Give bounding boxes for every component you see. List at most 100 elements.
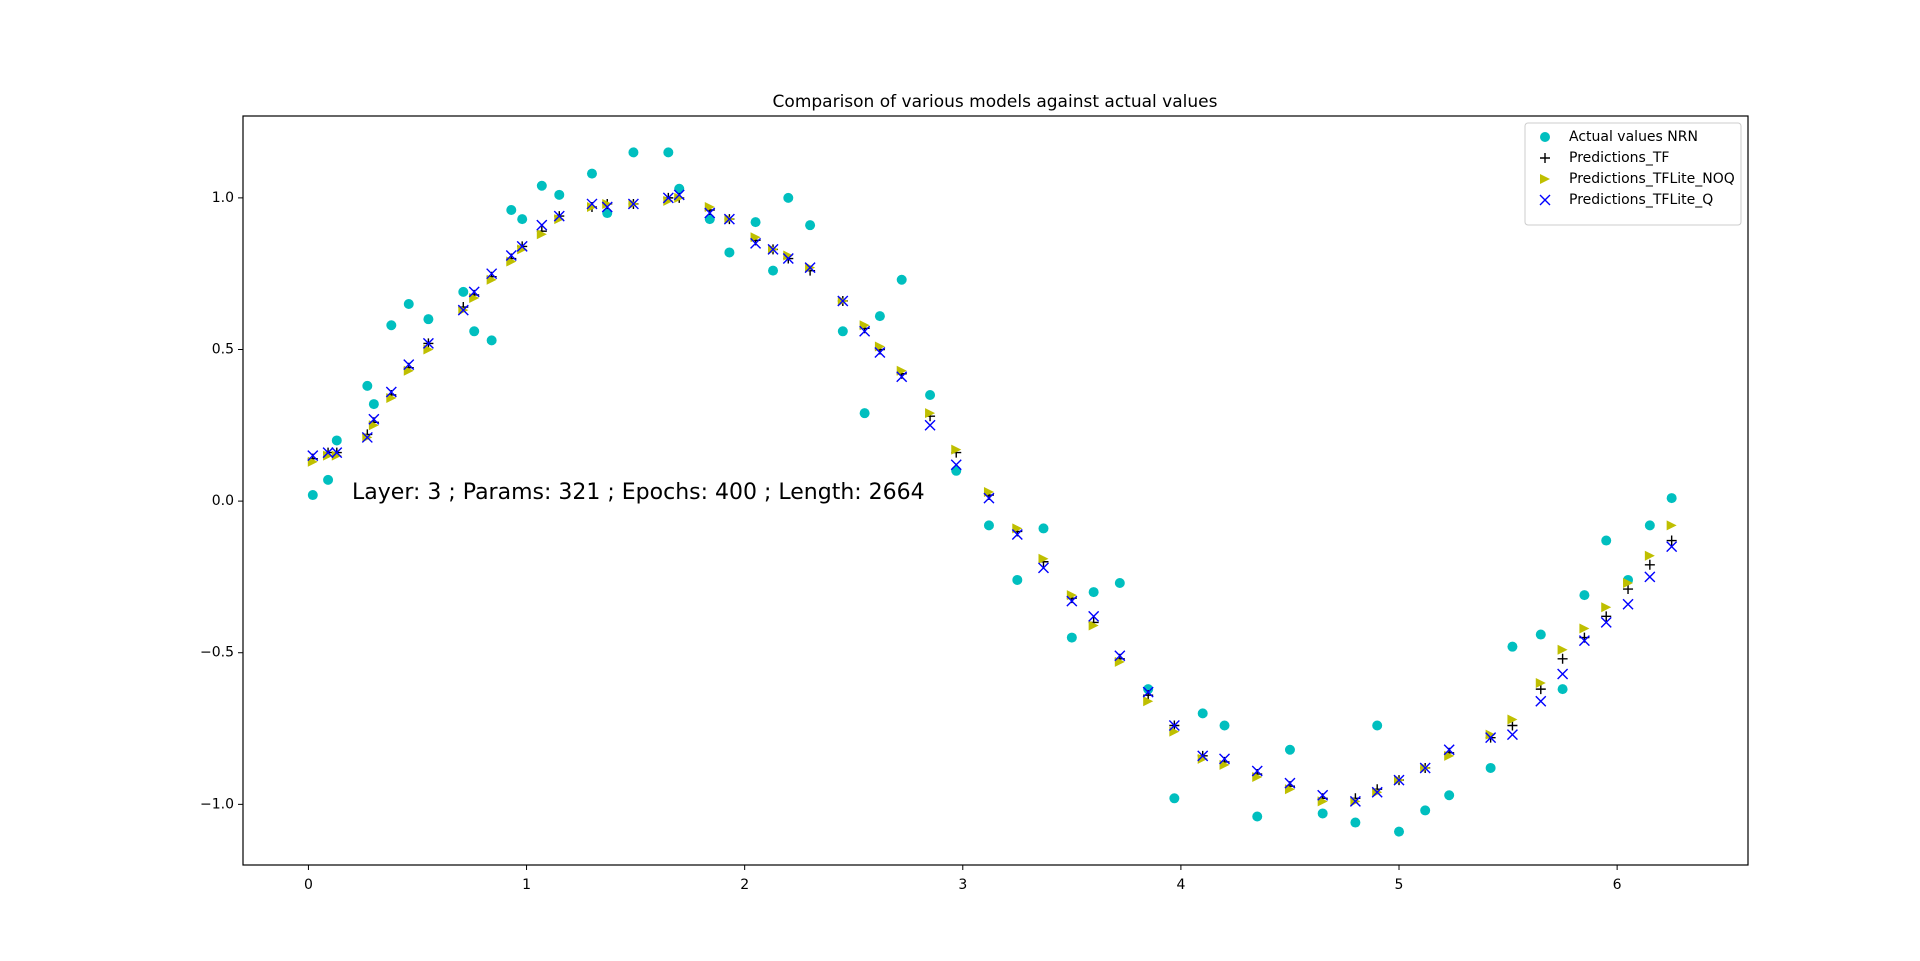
point: [628, 147, 639, 158]
point: [1507, 714, 1518, 725]
point: [704, 207, 716, 219]
point: [874, 311, 885, 322]
point: [1579, 590, 1590, 601]
point: [768, 265, 779, 276]
point: [663, 147, 674, 158]
point: [925, 389, 936, 400]
point: [896, 365, 907, 376]
point: [663, 195, 674, 206]
x-tick-label: 6: [1613, 877, 1622, 893]
point: [362, 380, 373, 391]
point: [458, 286, 469, 297]
point: [1219, 759, 1230, 770]
x-tick-label: 0: [304, 877, 313, 893]
point: [602, 208, 613, 219]
point: [586, 168, 597, 179]
point: [1284, 744, 1295, 755]
point: [506, 256, 517, 267]
legend-marker: [1540, 153, 1550, 163]
point: [1644, 571, 1656, 583]
point: [1600, 616, 1612, 628]
point: [1443, 744, 1455, 756]
point: [805, 220, 816, 231]
point: [1535, 695, 1547, 707]
annotation: Layer: 3 ; Params: 321 ; Epochs: 400 ; L…: [352, 480, 925, 505]
point: [1444, 750, 1455, 761]
point: [859, 408, 870, 419]
point: [750, 217, 761, 228]
point: [951, 465, 962, 476]
point: [586, 201, 597, 212]
point: [1317, 796, 1328, 807]
point: [1012, 523, 1023, 534]
point: [553, 210, 565, 222]
point: [307, 456, 318, 467]
point: [386, 393, 397, 404]
point: [386, 320, 397, 331]
legend-marker: [1540, 132, 1550, 142]
point: [662, 192, 674, 204]
point: [1251, 765, 1263, 777]
point: [1169, 726, 1180, 737]
point: [723, 213, 735, 225]
point: [1535, 684, 1546, 695]
point: [1168, 720, 1180, 732]
point: [602, 198, 613, 209]
point: [1666, 493, 1677, 504]
point: [323, 450, 334, 461]
point: [1666, 535, 1677, 546]
point: [627, 198, 639, 210]
point: [368, 399, 379, 410]
x-tick-label: 3: [958, 877, 967, 893]
point: [837, 326, 848, 337]
point: [950, 459, 962, 471]
point: [1066, 590, 1077, 601]
point: [517, 214, 528, 225]
point: [516, 240, 528, 252]
point: [486, 335, 497, 346]
point: [1252, 811, 1263, 822]
point: [724, 247, 735, 258]
legend-marker: [1539, 194, 1551, 206]
point: [767, 243, 779, 255]
point: [983, 492, 995, 504]
point: [307, 490, 318, 501]
point: [783, 192, 794, 203]
legend-label: Actual values NRN: [1569, 129, 1698, 145]
point: [674, 192, 685, 203]
point: [385, 386, 397, 398]
point: [331, 447, 343, 459]
point: [331, 435, 342, 446]
point: [983, 487, 994, 498]
point: [536, 180, 547, 191]
point: [1038, 553, 1049, 564]
point: [1371, 786, 1383, 798]
point: [1601, 611, 1612, 622]
point: [1197, 750, 1209, 762]
legend-label: Predictions_TFLite_NOQ: [1569, 171, 1735, 187]
point: [423, 314, 434, 325]
point: [1350, 817, 1361, 828]
x-tick-label: 2: [740, 877, 749, 893]
point: [1485, 762, 1496, 773]
point: [1088, 587, 1099, 598]
point: [1506, 729, 1518, 741]
point: [874, 347, 886, 359]
point: [1601, 602, 1612, 613]
point: [517, 244, 528, 255]
point: [1142, 686, 1154, 698]
point: [783, 250, 794, 261]
point: [403, 365, 414, 376]
point: [1623, 584, 1634, 595]
point: [1143, 684, 1154, 695]
y-tick-label: 1.0: [212, 190, 234, 206]
point: [486, 274, 497, 285]
point: [1393, 774, 1405, 786]
point: [1088, 620, 1099, 631]
point: [1579, 623, 1590, 634]
point: [750, 237, 762, 249]
point: [536, 229, 547, 240]
y-tick-label: 0.5: [212, 341, 234, 357]
point: [1317, 808, 1328, 819]
point: [486, 268, 498, 280]
